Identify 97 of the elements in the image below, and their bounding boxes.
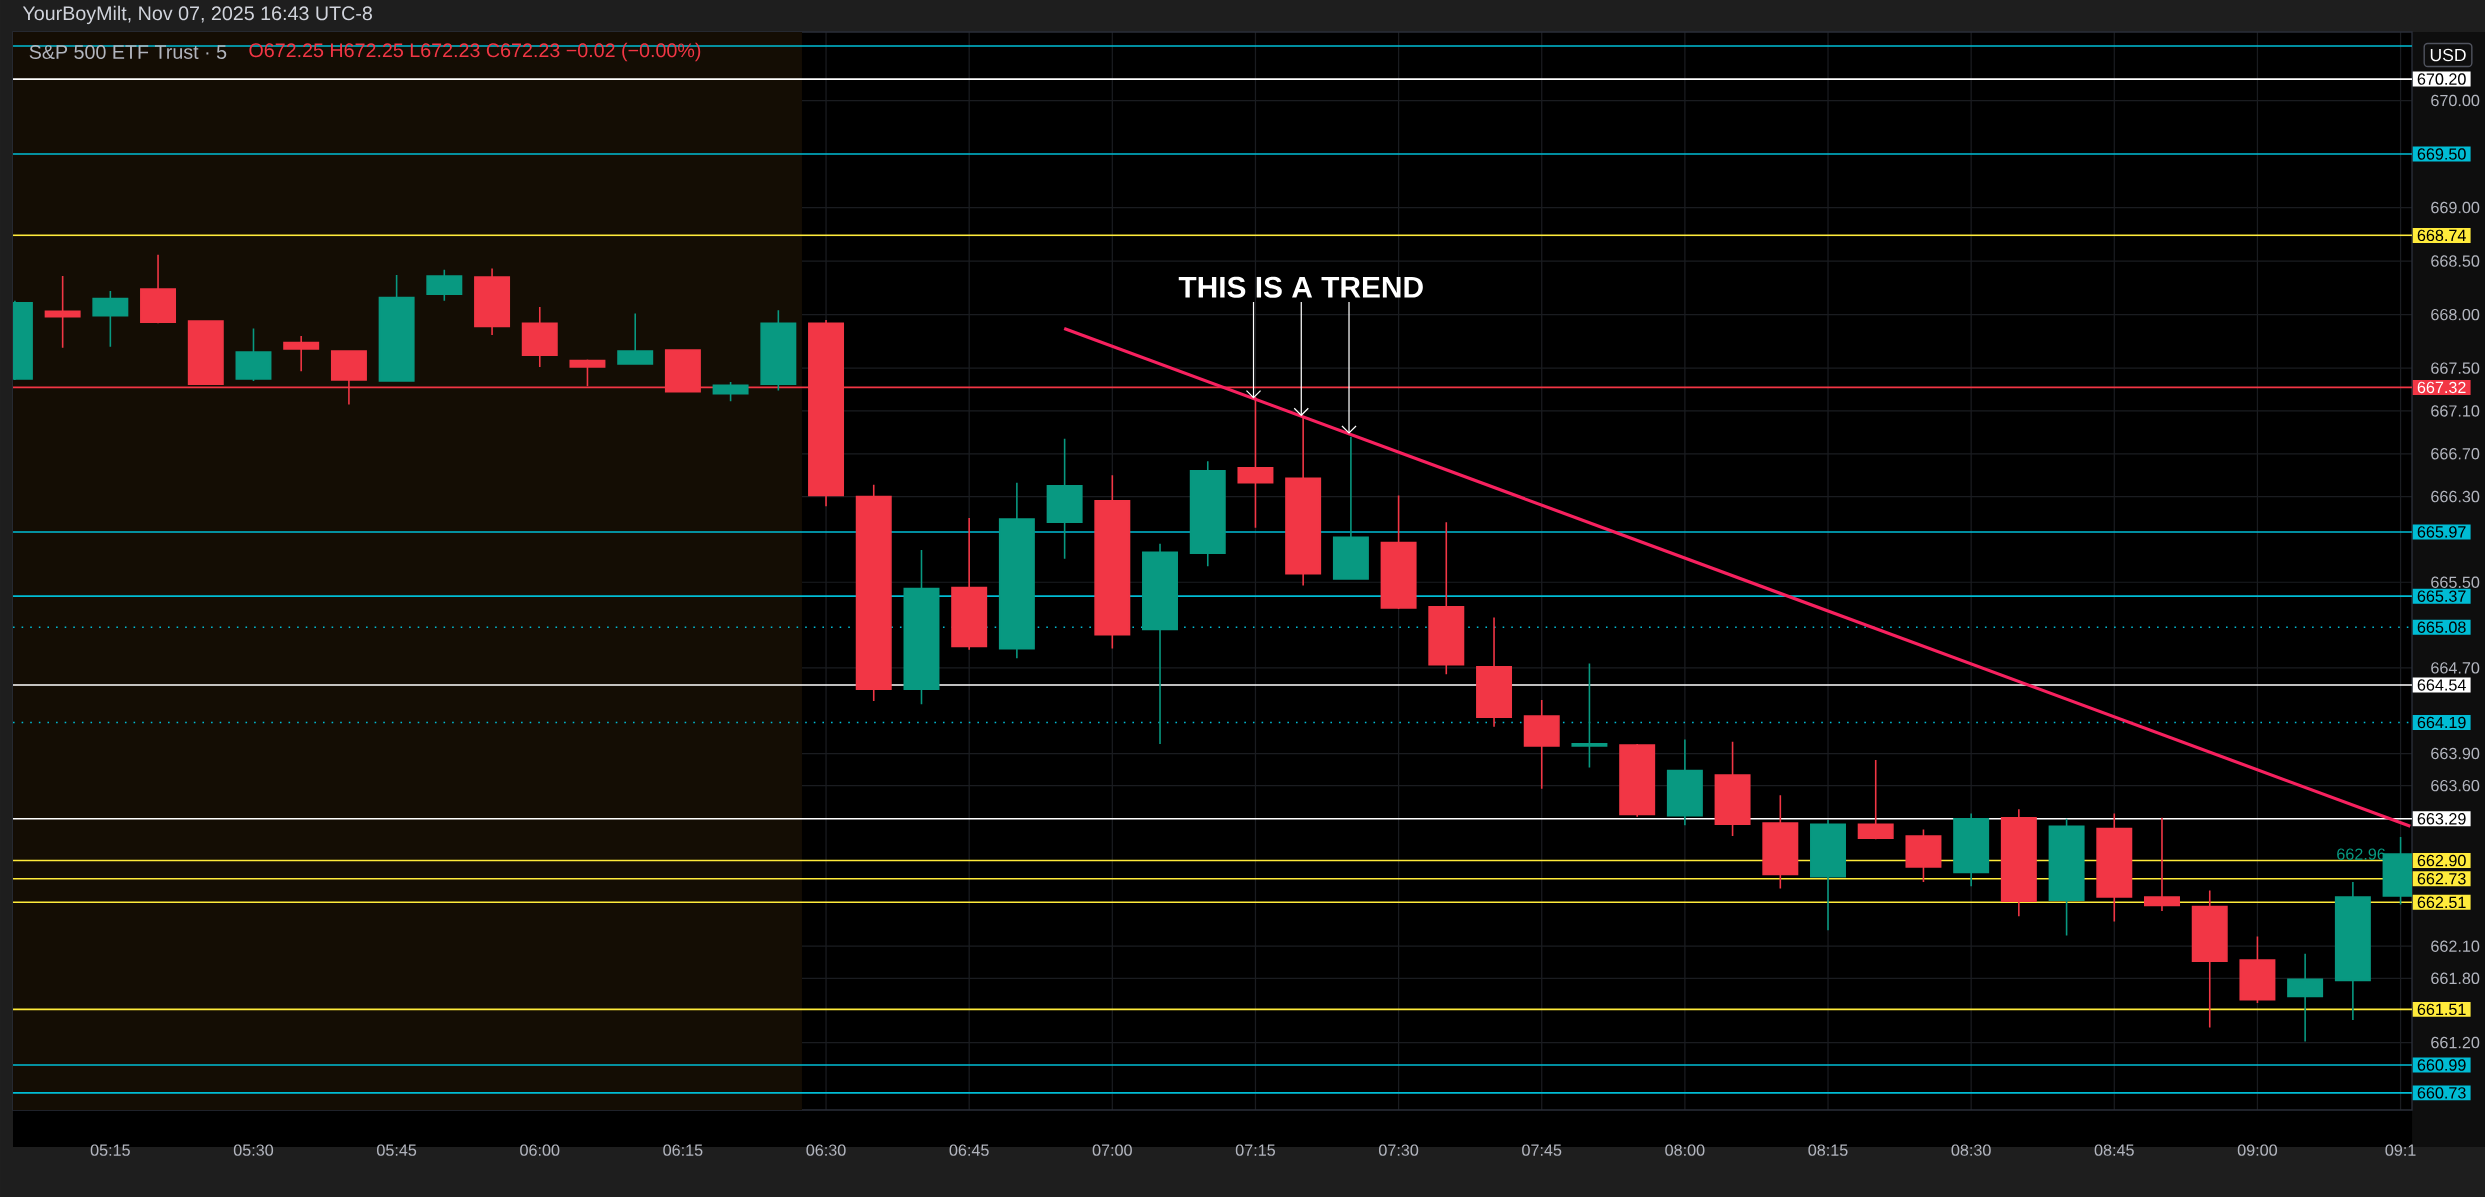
x-tick-label: 08:45 xyxy=(2094,1144,2134,1156)
candlestick xyxy=(617,312,654,365)
y-tick-label: 664.70 xyxy=(2431,662,2480,674)
candlestick xyxy=(426,268,463,302)
text: USD xyxy=(2430,48,2466,62)
candlestick xyxy=(1476,616,1513,728)
candlestick xyxy=(2000,808,2037,918)
ref-line-label: 662.73 xyxy=(2417,873,2466,885)
candlestick xyxy=(2239,935,2276,1004)
y-tick-label: 668.50 xyxy=(2431,255,2480,267)
candlestick xyxy=(1905,828,1942,883)
x-tick-label: 07:30 xyxy=(1378,1144,1419,1156)
candlestick xyxy=(521,306,558,368)
x-tick-label: 09:1 xyxy=(2385,1144,2416,1156)
x-tick-label: 05:15 xyxy=(90,1144,130,1156)
ref-line-label: 663.29 xyxy=(2417,813,2466,825)
y-tick-label: 663.90 xyxy=(2431,747,2480,760)
candlestick xyxy=(2144,816,2180,912)
candlestick xyxy=(1428,521,1465,676)
y-tick-label: 666.30 xyxy=(2431,490,2480,503)
x-tick-label: 06:30 xyxy=(806,1144,846,1156)
y-tick-label: 661.20 xyxy=(2431,1036,2480,1049)
ref-line-label: 669.50 xyxy=(2417,148,2466,160)
candlestick xyxy=(235,327,272,382)
y-tick-label: 669.00 xyxy=(2431,201,2480,214)
candlestick xyxy=(998,481,1035,660)
ref-line-label: 664.54 xyxy=(2417,679,2466,691)
x-tick-label: 07:45 xyxy=(1522,1144,1562,1156)
candlestick xyxy=(1332,435,1369,580)
candlestick xyxy=(903,549,940,706)
annotation: THIS IS A TREND xyxy=(1178,276,1423,298)
candlestick xyxy=(1619,743,1656,818)
candlestick xyxy=(1523,699,1560,790)
candlestick xyxy=(92,290,129,348)
y-tick-label: 665.50 xyxy=(2431,576,2480,588)
x-tick-label: 06:00 xyxy=(520,1144,560,1156)
ref-line-label: 667.32 xyxy=(2417,381,2466,394)
x-tick-label: 06:45 xyxy=(949,1144,989,1156)
y-tick-label: 667.10 xyxy=(2431,405,2480,417)
ref-line-label: 670.20 xyxy=(2417,73,2466,85)
candlestick xyxy=(1142,542,1178,745)
candlestick xyxy=(283,335,320,373)
ref-line-label: 662.51 xyxy=(2417,896,2466,909)
candlestick xyxy=(712,381,749,403)
y-tick-label: 667.50 xyxy=(2431,362,2480,374)
candlestick xyxy=(44,275,81,349)
candlestick xyxy=(1762,794,1799,890)
candlestick xyxy=(1810,819,1846,931)
candlestick xyxy=(2048,818,2085,937)
ref-line-label: 668.74 xyxy=(2417,229,2466,242)
ref-line-label: 660.99 xyxy=(2417,1059,2466,1071)
candlestick xyxy=(2191,889,2228,1029)
x-tick-label: 08:30 xyxy=(1951,1144,1991,1156)
x-tick-label: 06:15 xyxy=(663,1144,703,1156)
candlestick xyxy=(1666,738,1703,827)
candlestick xyxy=(2287,952,2324,1043)
y-tick-label: 666.70 xyxy=(2431,448,2480,460)
candlestick xyxy=(760,309,797,392)
candlestick xyxy=(855,484,892,702)
candlestick xyxy=(1189,460,1226,567)
ref-line-label: 661.51 xyxy=(2417,1003,2466,1016)
candlestick xyxy=(951,517,988,651)
x-tick-label: 07:15 xyxy=(1235,1144,1276,1156)
y-tick-label: 670.00 xyxy=(2431,94,2480,107)
x-tick-label: 05:30 xyxy=(233,1144,274,1156)
candlestick xyxy=(1714,740,1751,837)
text: O672.25 H672.25 L672.23 C672.23 −0.02 (−0.00%) xyxy=(249,42,701,62)
candlestick xyxy=(2096,812,2133,923)
candlestick xyxy=(140,253,177,324)
y-tick-label: 661.80 xyxy=(2431,972,2480,985)
text: YourBoyMilt, Nov 07, 2025 16:43 UTC-8 xyxy=(22,5,372,25)
ref-line-label: 660.73 xyxy=(2417,1087,2466,1099)
annotation: 662.96 xyxy=(2337,848,2386,860)
candlestick xyxy=(378,274,415,382)
candlestick xyxy=(474,267,511,336)
candlestick xyxy=(187,320,224,385)
x-tick-label: 05:45 xyxy=(377,1144,417,1156)
y-tick-label: 668.00 xyxy=(2431,308,2480,321)
y-tick-label: 663.60 xyxy=(2431,779,2480,792)
x-tick-label: 08:15 xyxy=(1808,1144,1848,1156)
candlestick xyxy=(1857,759,1894,840)
text: S&P 500 ETF Trust · 5 xyxy=(29,45,227,59)
candlestick xyxy=(1046,438,1083,560)
x-tick-label: 07:00 xyxy=(1092,1144,1132,1156)
y-tick-label: 662.10 xyxy=(2431,940,2480,952)
candlestick xyxy=(1094,474,1131,650)
ref-line-label: 665.97 xyxy=(2417,526,2466,538)
candlestick xyxy=(2334,881,2371,1021)
x-tick-label: 08:00 xyxy=(1665,1144,1705,1156)
candlestick xyxy=(1380,494,1417,610)
ref-line-label: 662.90 xyxy=(2417,854,2466,867)
ref-line-label: 665.08 xyxy=(2417,621,2466,633)
candlestick xyxy=(1285,415,1322,587)
candlestick xyxy=(1953,812,1990,888)
x-tick-label: 09:00 xyxy=(2237,1144,2278,1156)
ref-line-label: 664.19 xyxy=(2417,716,2466,729)
ref-line-label: 665.37 xyxy=(2417,590,2466,602)
